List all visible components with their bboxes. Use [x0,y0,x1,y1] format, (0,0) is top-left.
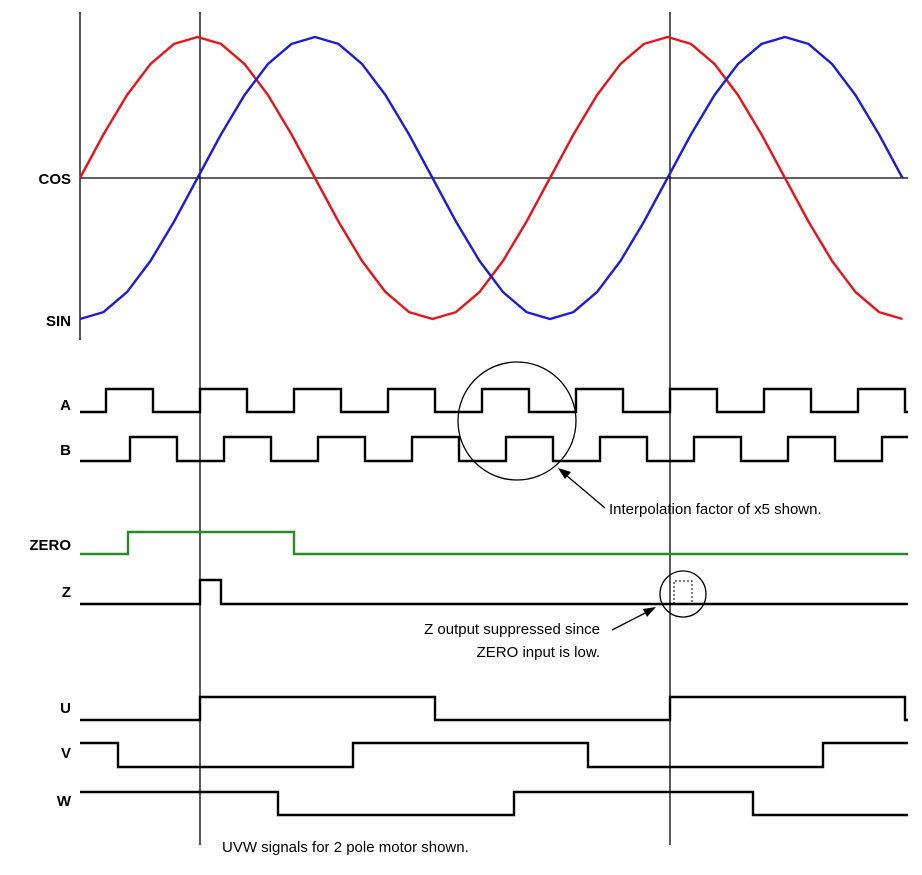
interpolation-highlight-circle [457,361,577,481]
b-signal-waveform [80,435,908,463]
suppressed-z-highlight-circle [659,570,707,618]
cos-label: COS [38,171,71,188]
zero-input-waveform [80,530,908,556]
u-signal-waveform [80,695,908,722]
a-signal-waveform [80,387,908,414]
u-label: U [60,700,71,717]
z-suppressed-note-line2: ZERO input is low. [477,644,600,661]
w-signal-waveform [80,790,908,817]
a-label: A [60,397,71,414]
v-signal-waveform [80,741,908,769]
zero-label: ZERO [29,537,71,554]
w-label: W [57,793,72,810]
sin-label: SIN [46,313,71,330]
v-label: V [61,745,71,762]
suppressed-z-arrow [611,607,656,631]
interpolation-arrow [558,468,606,509]
z-label: Z [62,584,71,601]
z-suppressed-note-line1: Z output suppressed since [424,621,600,638]
sin-waveform [79,35,904,321]
interpolation-note: Interpolation factor of x5 shown. [609,501,822,518]
suppressed-z-pulse [673,580,693,604]
z-output-waveform [80,578,908,606]
b-label: B [60,442,71,459]
uvw-note: UVW signals for 2 pole motor shown. [222,839,469,856]
